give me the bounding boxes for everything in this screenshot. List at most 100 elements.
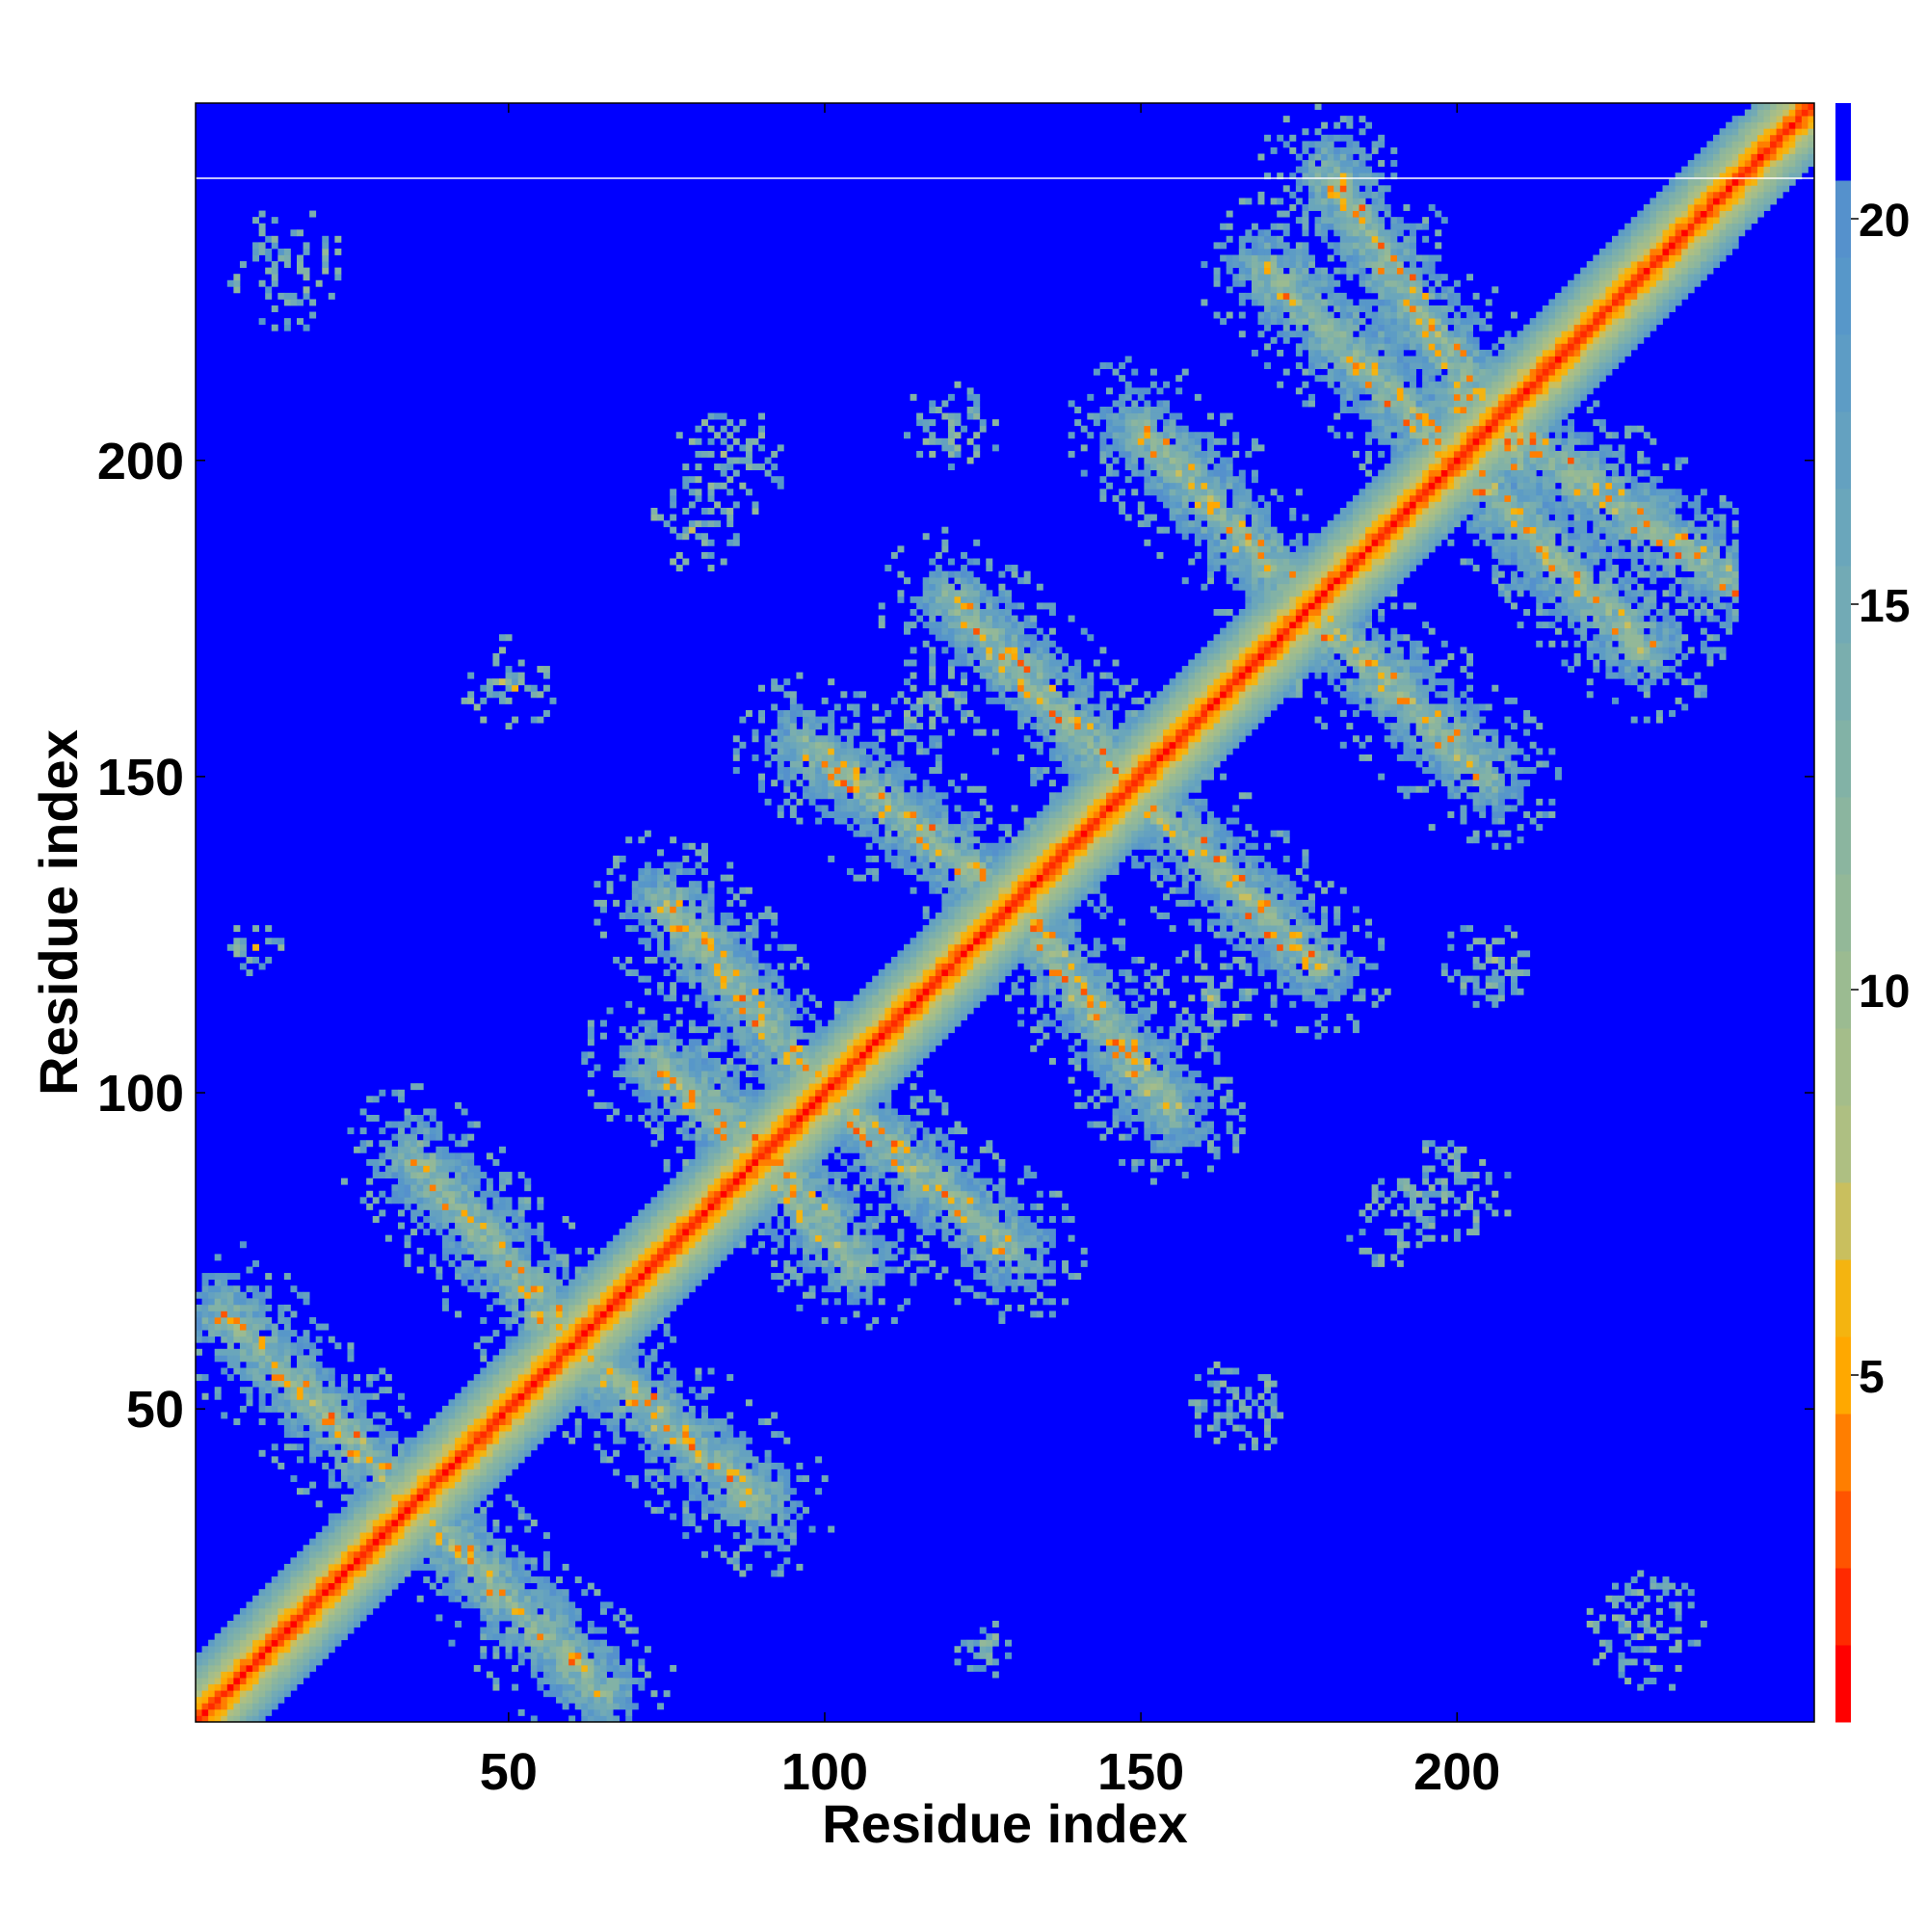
heatmap-cell — [720, 1456, 727, 1464]
heatmap-cell — [265, 1348, 273, 1356]
heatmap-cell — [384, 1234, 392, 1242]
heatmap-cell — [581, 1336, 589, 1343]
heatmap-cell — [492, 1241, 500, 1249]
heatmap-cell — [688, 1057, 696, 1065]
heatmap-cell — [366, 1140, 374, 1148]
heatmap-cell — [196, 1696, 202, 1704]
heatmap-cell — [328, 1601, 335, 1609]
heatmap-cell — [675, 1083, 683, 1091]
heatmap-cell — [416, 1266, 424, 1274]
heatmap-cell — [473, 1342, 481, 1350]
heatmap-cell — [720, 1506, 727, 1514]
heatmap-cell — [670, 963, 677, 970]
heatmap-cell — [347, 1557, 355, 1565]
heatmap-cell — [663, 950, 671, 958]
heatmap-cell — [638, 868, 646, 876]
heatmap-cell — [631, 1304, 639, 1311]
heatmap-cell — [745, 956, 752, 964]
heatmap-cell — [644, 1304, 651, 1311]
heatmap-cell — [290, 1418, 298, 1425]
heatmap-cell — [429, 1197, 436, 1204]
heatmap-cell — [461, 1462, 468, 1469]
heatmap-cell — [448, 1589, 456, 1597]
heatmap-cell — [208, 1304, 216, 1311]
heatmap-cell — [542, 1342, 550, 1350]
heatmap-cell — [461, 1234, 468, 1242]
heatmap-cell — [568, 1696, 576, 1704]
heatmap-cell — [619, 1266, 626, 1274]
heatmap-cell — [517, 1285, 525, 1293]
heatmap-cell — [221, 1348, 228, 1356]
heatmap-cell — [423, 1550, 431, 1558]
heatmap-cell — [201, 1664, 209, 1672]
heatmap-cell — [625, 1678, 633, 1685]
heatmap-cell — [574, 1418, 582, 1425]
heatmap-cell — [745, 988, 752, 995]
heatmap-cell — [379, 1488, 386, 1495]
heatmap-cell — [322, 267, 330, 275]
heatmap-cell — [473, 1392, 481, 1400]
heatmap-cell — [410, 1158, 418, 1166]
heatmap-cell — [675, 1019, 683, 1027]
heatmap-cell — [670, 918, 677, 926]
heatmap-cell — [707, 1127, 715, 1135]
heatmap-cell — [764, 1525, 772, 1533]
heatmap-cell — [347, 1355, 355, 1363]
heatmap-cell — [771, 1165, 779, 1173]
heatmap-cell — [246, 1399, 253, 1407]
heatmap-cell — [297, 1664, 304, 1672]
heatmap-cell — [201, 1683, 209, 1691]
heatmap-cell — [600, 1285, 607, 1293]
heatmap-cell — [600, 1664, 607, 1672]
heatmap-cell — [619, 1392, 626, 1400]
heatmap-cell — [663, 861, 671, 869]
heatmap-cell — [732, 956, 740, 964]
heatmap-cell — [467, 1488, 475, 1495]
heatmap-cell — [726, 969, 734, 977]
heatmap-cell — [675, 1291, 683, 1299]
heatmap-cell — [644, 899, 651, 907]
heatmap-cell — [745, 1096, 752, 1103]
heatmap-cell — [315, 1576, 323, 1584]
heatmap-cell — [581, 1639, 589, 1647]
heatmap-cell — [581, 1374, 589, 1382]
heatmap-cell — [644, 1071, 651, 1078]
heatmap-cell — [701, 1475, 708, 1483]
heatmap-cell — [271, 1456, 278, 1464]
heatmap-cell — [384, 1576, 392, 1584]
heatmap-cell — [486, 1570, 493, 1577]
heatmap-cell — [574, 1658, 582, 1666]
heatmap-cell — [277, 1405, 285, 1413]
heatmap-cell — [530, 1285, 538, 1293]
heatmap-cell — [732, 1563, 740, 1571]
heatmap-cell — [461, 1431, 468, 1439]
heatmap-cell — [505, 1614, 513, 1622]
heatmap-cell — [783, 988, 791, 995]
heatmap-cell — [354, 1412, 361, 1419]
heatmap-cell — [384, 1520, 392, 1526]
heatmap-cell — [530, 1664, 538, 1672]
heatmap-cell — [512, 1614, 519, 1622]
heatmap-cell — [663, 1690, 671, 1698]
heatmap-cell — [581, 1690, 589, 1698]
heatmap-cell — [745, 1140, 752, 1148]
heatmap-cell — [410, 1545, 418, 1552]
heatmap-cell — [416, 1146, 424, 1153]
heatmap-cell — [657, 1083, 665, 1091]
heatmap-cell — [486, 1184, 493, 1192]
heatmap-cell — [771, 1007, 779, 1015]
heatmap-cell — [783, 1203, 791, 1210]
heatmap-cell — [429, 1456, 436, 1464]
heatmap-cell — [226, 1317, 234, 1324]
heatmap-cell — [783, 1121, 791, 1128]
heatmap-cell — [398, 1127, 405, 1135]
heatmap-cell — [771, 1071, 779, 1078]
heatmap-cell — [707, 913, 715, 919]
heatmap-cell — [758, 1494, 766, 1501]
heatmap-cell — [309, 1431, 317, 1439]
heatmap-cell — [663, 1475, 671, 1483]
heatmap-cell — [252, 1601, 260, 1609]
heatmap-cell — [416, 1165, 424, 1173]
heatmap-cell — [322, 1627, 330, 1634]
heatmap-cell — [631, 1424, 639, 1432]
